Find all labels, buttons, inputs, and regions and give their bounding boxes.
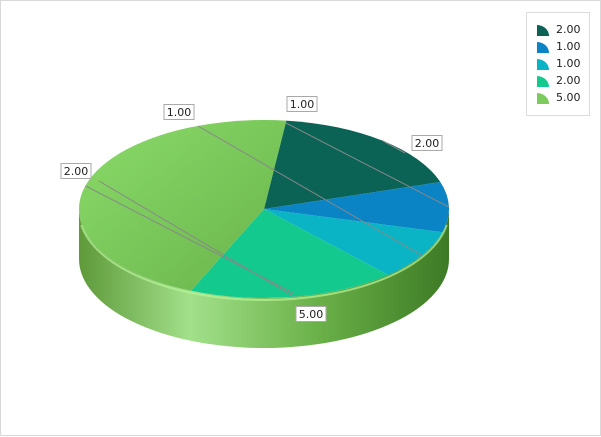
data-label: 1.00: [290, 98, 315, 111]
data-label-leader: [197, 125, 423, 256]
legend-swatch-icon: [537, 41, 549, 53]
legend-label: 2.00: [556, 23, 581, 36]
pie-slices: [79, 120, 450, 301]
data-label: 5.00: [299, 308, 324, 321]
data-label-box: [60, 163, 92, 179]
legend-item[interactable]: 1.00: [527, 38, 589, 55]
legend-item[interactable]: 5.00: [527, 89, 589, 106]
legend-label: 2.00: [556, 74, 581, 87]
pie-side-front: [79, 209, 449, 348]
data-label: 2.00: [415, 137, 440, 150]
data-label: 2.00: [64, 165, 89, 178]
data-label-leader: [85, 185, 294, 294]
pie-slice[interactable]: [190, 209, 389, 299]
legend-swatch-icon: [537, 24, 549, 36]
legend-item[interactable]: 1.00: [527, 55, 589, 72]
legend-label: 1.00: [556, 40, 581, 53]
pie-slice[interactable]: [79, 120, 287, 291]
pie-slice[interactable]: [264, 120, 441, 209]
pie-slice[interactable]: [264, 182, 450, 233]
legend-item[interactable]: 2.00: [527, 72, 589, 89]
data-label: 1.00: [167, 106, 192, 119]
data-label-box: [286, 96, 318, 112]
legend-swatch-icon: [537, 58, 549, 70]
legend: 2.00 1.00 1.00 2.00 5.00: [526, 12, 590, 116]
data-label-box: [411, 135, 443, 151]
data-label-box: [295, 306, 327, 322]
data-label-leader: [381, 140, 406, 154]
legend-swatch-icon: [537, 75, 549, 87]
data-label-box: [163, 104, 195, 120]
legend-label: 5.00: [556, 91, 581, 104]
pie-slice[interactable]: [264, 209, 443, 275]
legend-swatch-icon: [537, 92, 549, 104]
legend-item[interactable]: 2.00: [527, 21, 589, 38]
pie-side-wall: [79, 209, 449, 348]
data-label-leader: [285, 122, 450, 208]
data-labels: 2.00 1.00 1.00 2.00 5.00: [60, 96, 450, 322]
data-label-leader: [98, 180, 295, 298]
pie-rim-highlight: [80, 224, 448, 301]
legend-label: 1.00: [556, 57, 581, 70]
